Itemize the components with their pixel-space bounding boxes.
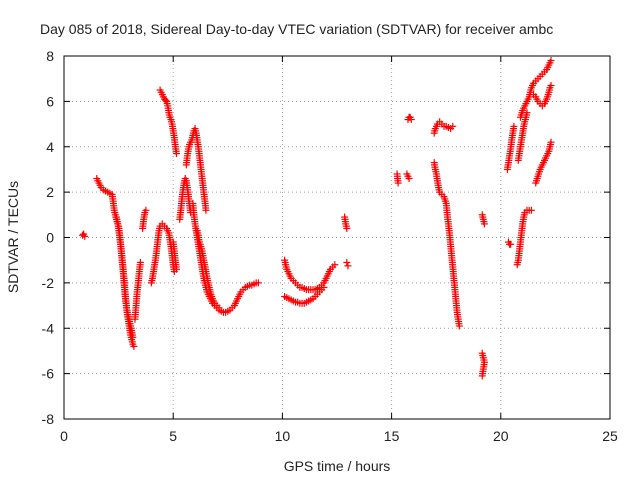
data-point [320,283,328,291]
data-point [449,122,457,130]
data-point [547,81,555,89]
data-point [254,279,262,287]
y-tick-label: -4 [42,320,55,336]
x-tick-label: 0 [60,428,68,444]
axis-ticks: 0 5 10 15 20 25 -8 -6 -4 -2 0 2 4 6 8 [42,48,618,444]
data-point [136,258,144,266]
chart-title: Day 085 of 2018, Sidereal Day-to-day VTE… [40,21,553,37]
x-tick-label: 10 [275,428,291,444]
y-tick-label: -2 [42,275,55,291]
data-point [343,224,351,232]
data-point [172,265,180,273]
y-tick-label: -6 [42,366,55,382]
data-point [202,206,210,214]
x-tick-label: 20 [493,428,509,444]
y-axis-label: SDTVAR / TECUs [5,181,21,293]
data-point [81,232,89,240]
y-tick-label: 2 [46,184,54,200]
data-point [142,206,150,214]
data-point [510,122,518,130]
data-point [331,261,339,269]
x-axis-label: GPS time / hours [284,458,391,474]
data-point [455,322,463,330]
data-point [527,206,535,214]
x-tick-label: 5 [169,428,177,444]
data-point [215,304,223,312]
data-point [405,175,413,183]
grid [64,56,610,419]
y-tick-label: -8 [42,411,55,427]
y-tick-label: 4 [46,139,54,155]
y-tick-label: 0 [46,230,54,246]
data-point [478,372,486,380]
data-point [547,57,555,65]
data-point [162,96,170,104]
data-point [344,262,352,270]
data-point [547,138,555,146]
data-point [130,342,138,350]
x-tick-label: 25 [602,428,618,444]
data-points [79,57,555,380]
data-point [407,116,415,124]
y-tick-label: 6 [46,93,54,109]
data-point [172,150,180,158]
data-point [507,240,515,248]
x-tick-label: 15 [384,428,400,444]
y-tick-label: 8 [46,48,54,64]
data-point [480,220,488,228]
data-point [394,179,402,187]
data-point [343,258,351,266]
data-point [129,333,137,341]
